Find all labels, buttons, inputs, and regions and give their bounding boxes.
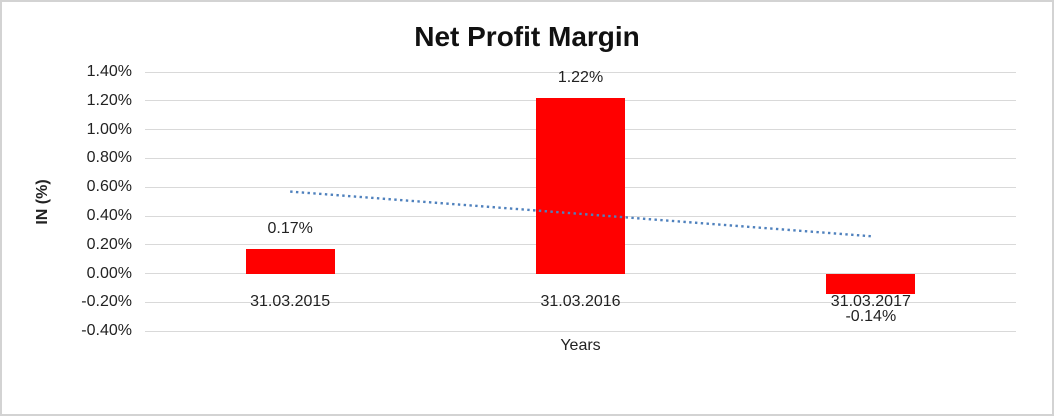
bar <box>826 273 916 294</box>
y-tick-label: -0.20% <box>81 293 132 311</box>
bar-value-label: 0.17% <box>267 220 313 238</box>
bar-value-label: -0.14% <box>845 307 897 325</box>
bar <box>536 97 625 274</box>
y-tick-label: 1.40% <box>86 63 132 80</box>
x-tick-label: 31.03.2015 <box>250 293 331 310</box>
gridline <box>145 273 1016 275</box>
bar-value-label: 1.22% <box>557 68 604 86</box>
gridline <box>145 301 1016 303</box>
y-tick-label: 1.00% <box>86 120 132 138</box>
y-tick-label: 1.20% <box>86 91 132 109</box>
x-axis-title: Years <box>560 337 601 354</box>
y-tick-label: 0.60% <box>86 178 132 196</box>
x-tick-label: 31.03.2016 <box>540 293 621 310</box>
bar <box>245 249 335 274</box>
chart-title: Net Profit Margin <box>414 21 640 52</box>
y-tick-label: -0.40% <box>81 322 132 340</box>
y-tick-label: 0.20% <box>86 235 132 253</box>
gridline <box>145 71 1016 73</box>
gridline <box>145 330 1016 332</box>
x-tick-label: 31.03.2017 <box>830 293 911 310</box>
y-tick-label: 0.40% <box>86 207 132 225</box>
y-tick-label: 0.80% <box>86 149 132 167</box>
y-tick-label: 0.00% <box>86 264 132 282</box>
